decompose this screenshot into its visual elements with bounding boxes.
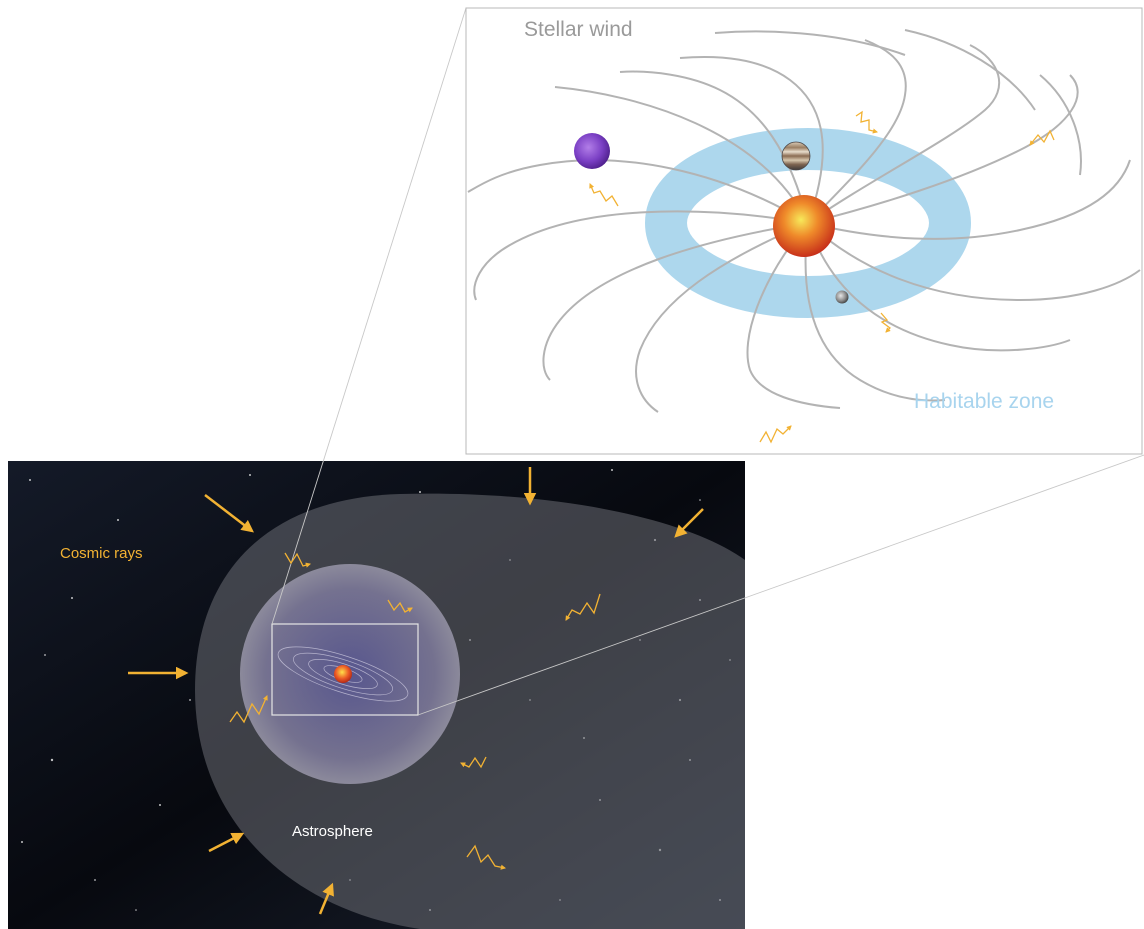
cosmic-ray-arrow-icon: [208, 832, 245, 853]
zigzag-ray-icon: [284, 552, 311, 568]
habitable-zone-label: Habitable zone: [914, 390, 1054, 413]
astrosphere-label: Astrosphere: [292, 823, 373, 840]
zigzag-ray-icon: [565, 593, 601, 621]
zigzag-ray-icon: [1029, 129, 1055, 146]
zigzag-ray-icon: [855, 110, 879, 134]
zigzag-ray-icon: [460, 756, 487, 769]
gas-giant-icon: [781, 141, 811, 171]
zoom-line-left: [271, 7, 467, 625]
stellar-wind-label: Stellar wind: [524, 18, 633, 41]
zigzag-ray-icon: [880, 312, 891, 333]
star-icon: [773, 195, 835, 257]
cosmic-ray-arrow-icon: [318, 882, 334, 915]
zigzag-rays-zoom: [589, 110, 1055, 444]
zigzag-ray-icon: [466, 844, 507, 870]
zoom-line-right: [417, 454, 1144, 716]
cosmic-rays-label: Cosmic rays: [60, 545, 143, 562]
zoom-rectangle: [271, 623, 419, 716]
cosmic-ray-arrow-icon: [674, 508, 704, 538]
cosmic-ray-arrow-icon: [204, 494, 254, 533]
zigzag-ray-icon: [387, 599, 413, 613]
earth-like-planet-icon: [835, 290, 849, 304]
purple-planet-icon: [574, 133, 610, 169]
zigzag-rays-space: [229, 552, 601, 870]
mini-star-icon: [334, 665, 352, 683]
zigzag-ray-icon: [229, 695, 268, 724]
zigzag-ray-icon: [589, 183, 619, 207]
cosmic-ray-arrows: [128, 467, 704, 915]
zigzag-ray-icon: [759, 425, 792, 444]
